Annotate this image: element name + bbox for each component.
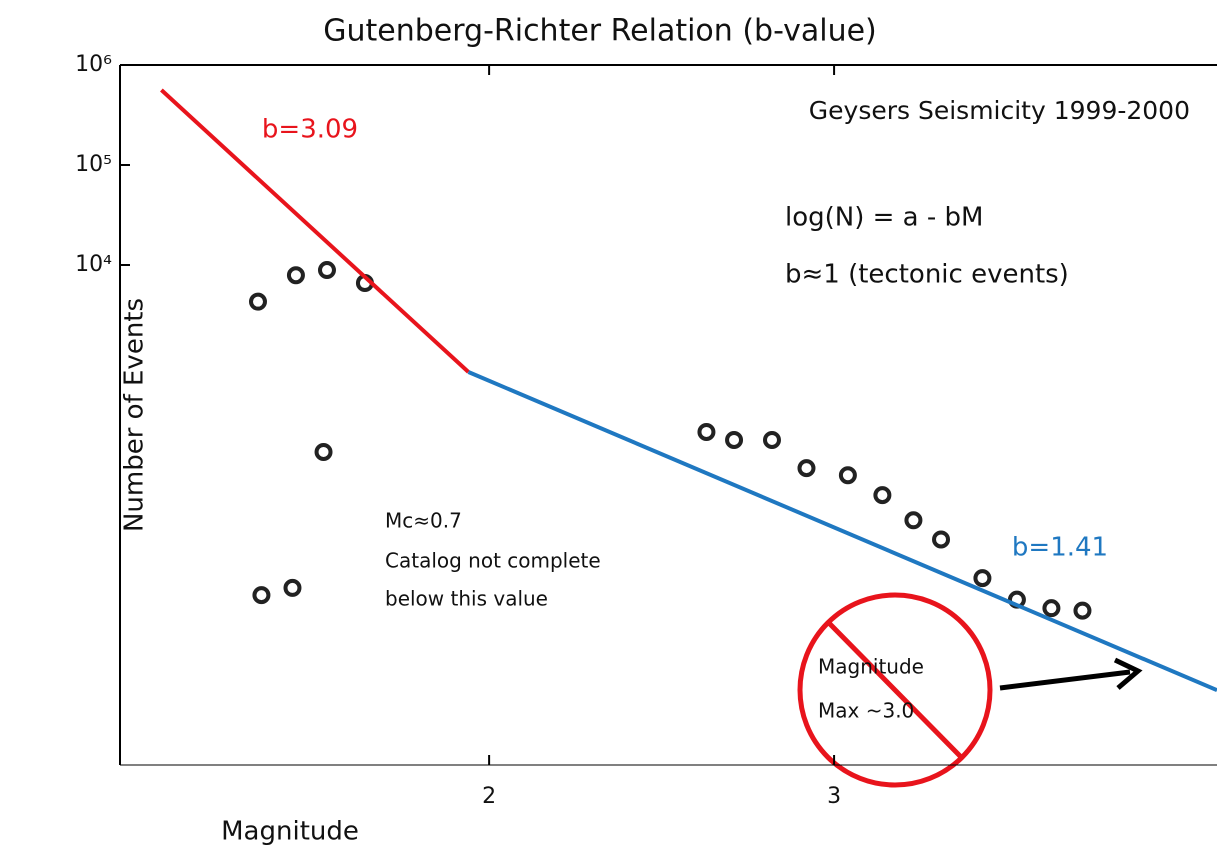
max-note: Magnitude xyxy=(818,655,924,679)
data-point xyxy=(251,295,265,309)
mc-note: Catalog not complete xyxy=(385,549,601,573)
data-point xyxy=(975,571,989,585)
equation-note: b≈1 (tectonic events) xyxy=(785,260,1069,290)
fit-label: b=1.41 xyxy=(1012,533,1108,563)
data-point xyxy=(254,588,268,602)
data-point xyxy=(841,468,855,482)
data-point xyxy=(906,513,920,527)
data-point xyxy=(934,532,948,546)
exclusion-slash xyxy=(828,622,962,758)
data-point xyxy=(765,433,779,447)
data-point xyxy=(285,581,299,595)
data-point xyxy=(289,268,303,282)
mc-note: below this value xyxy=(385,587,548,611)
y-axis-label: Number of Events xyxy=(120,298,150,532)
y-tick-label: 10⁵ xyxy=(75,152,112,177)
data-point xyxy=(317,445,331,459)
mc-note: Mc≈0.7 xyxy=(385,509,462,533)
x-tick-label: 3 xyxy=(827,784,841,809)
data-point xyxy=(320,263,334,277)
fit-line xyxy=(468,372,1217,690)
fit-label: b=3.09 xyxy=(262,115,358,145)
data-point xyxy=(799,461,813,475)
data-point xyxy=(875,488,889,502)
subtitle: Geysers Seismicity 1999-2000 xyxy=(809,96,1190,125)
data-point xyxy=(727,433,741,447)
y-tick-label: 10⁴ xyxy=(75,252,112,277)
data-point xyxy=(1044,601,1058,615)
arrow-shaft xyxy=(1000,672,1130,688)
x-axis-label: Magnitude xyxy=(221,817,359,847)
data-point xyxy=(699,425,713,439)
y-tick-label: 10⁶ xyxy=(75,52,112,77)
x-tick-label: 2 xyxy=(482,784,496,809)
equation: log(N) = a - bM xyxy=(785,203,983,233)
chart-title: Gutenberg-Richter Relation (b-value) xyxy=(323,14,877,49)
max-note: Max ~3.0 xyxy=(818,699,914,723)
data-point xyxy=(1075,604,1089,618)
chart: Gutenberg-Richter Relation (b-value) Gey… xyxy=(0,0,1217,852)
